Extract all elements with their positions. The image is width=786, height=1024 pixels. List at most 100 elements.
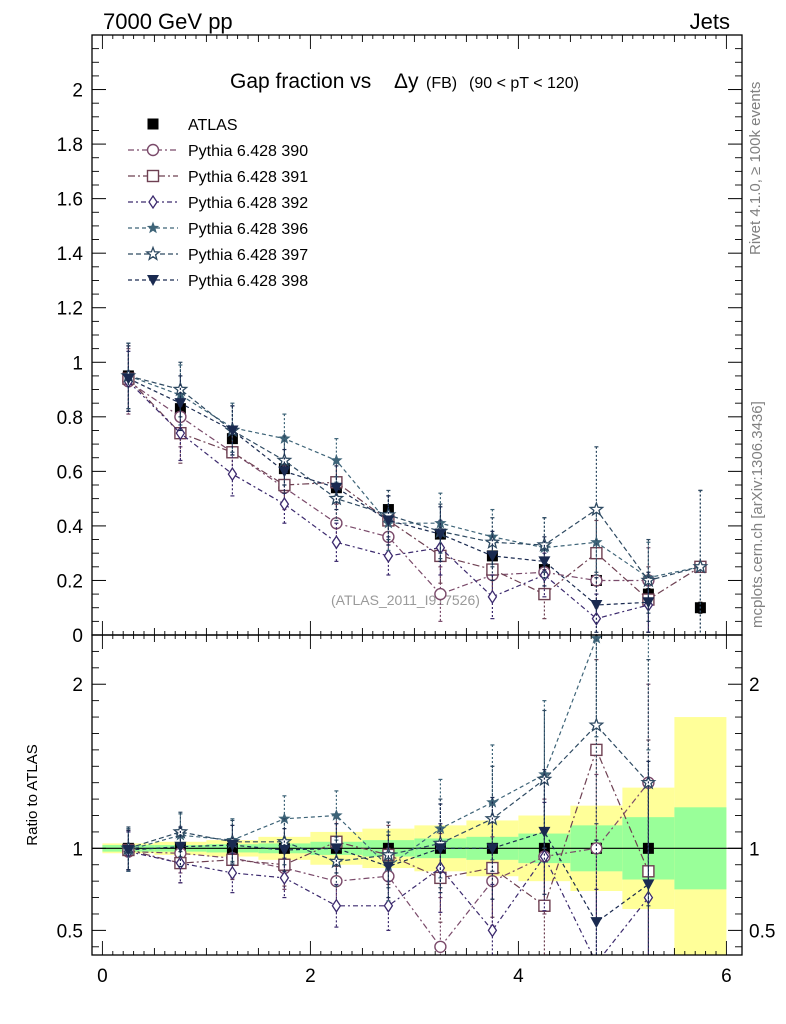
series-3-line [127, 380, 649, 620]
main-ytick-label-0: 0 [72, 626, 83, 647]
legend-label-4: Pythia 6.428 396 [188, 221, 308, 238]
main-ytick-label-5: 1 [72, 353, 83, 374]
ratio-xtick-label-1: 2 [305, 966, 316, 987]
legend-marker-6 [147, 275, 159, 286]
main-ytick-label-4: 0.8 [57, 408, 83, 429]
legend-label-2: Pythia 6.428 391 [188, 169, 308, 186]
ratio-series-5-errbar-10 [646, 760, 651, 955]
series-6-errbar-1 [178, 375, 183, 432]
main-ytick-label-1: 0.2 [57, 571, 83, 592]
main-ytick-label-7: 1.4 [57, 244, 84, 265]
series-6-line [128, 378, 649, 606]
series-5-errbar-6 [438, 503, 443, 560]
ratio-series-4-errbar-9 [594, 635, 599, 825]
ratio-series-5-point-1 [174, 841, 187, 853]
axis-ticks: 0 0.2 0.4 0.6 0.8 1 1.2 1.4 1.6 1.8 2 0 2 4 6 0.5 0.5 1 1 2… [57, 35, 775, 987]
series-5-point-7 [484, 533, 501, 549]
ratio-series-2-point-2 [227, 865, 238, 881]
legend-marker-4 [146, 221, 160, 234]
legend-label-6: Pythia 6.428 398 [188, 273, 308, 290]
series-5-line [128, 375, 701, 582]
ratio-ylabel: Ratio to ATLAS [24, 744, 41, 845]
main-ytick-label-10: 2 [72, 81, 83, 102]
series-1 [122, 348, 655, 622]
legend-marker-1 [146, 143, 160, 157]
legend-entry-2: Pythia 6.428 391 [128, 169, 308, 186]
ratio-series-layer [120, 635, 657, 969]
ratio-series-5-point-4 [330, 843, 343, 855]
main-series-layer [120, 342, 709, 635]
series-4-point-3 [278, 432, 291, 444]
ratio-series-1-point-8 [538, 899, 551, 912]
analysis-watermark: (ATLAS_2011_I917526) [331, 592, 480, 608]
series-4-point-6 [434, 516, 447, 529]
header-jets-label: Jets [690, 9, 730, 34]
ratio-series-0-point-6 [434, 940, 447, 953]
ratio-ytick-label-left-1: 1 [72, 839, 83, 860]
series-3-point-3 [279, 496, 290, 512]
ratio-series-5-point-2 [226, 840, 239, 852]
series-5-point-11 [692, 558, 709, 574]
ratio-series-5 [122, 760, 655, 955]
ratio-series-5-errbar-2 [230, 824, 235, 866]
main-ytick-label-8: 1.6 [57, 190, 83, 211]
ratio-series-5-point-10 [642, 879, 655, 891]
ratio-series-5-point-9 [590, 917, 603, 929]
legend-marker-2 [146, 169, 160, 183]
series-0 [122, 370, 706, 614]
main-ytick-label-3: 0.6 [57, 462, 83, 483]
series-4-line [128, 375, 701, 579]
ratio-series-2-point-9 [592, 957, 600, 969]
title-main: Gap fraction vs [230, 70, 371, 93]
legend-label-3: Pythia 6.428 392 [188, 195, 308, 212]
legend-label-5: Pythia 6.428 397 [188, 247, 308, 264]
ratio-series-5-errbar-0 [126, 829, 131, 871]
ratio-series-2-point-7 [487, 923, 498, 938]
series-3-point-5 [383, 548, 394, 564]
series-6-errbar-9 [594, 577, 599, 633]
main-title: Gap fraction vs Δy (FB) (90 < pT < 120) [230, 70, 579, 93]
ratio-series-1-point-9 [590, 743, 603, 757]
ratio-series-5-errbar-5 [386, 834, 391, 899]
title-fb: (FB) [426, 75, 457, 92]
series-6-point-1 [174, 398, 187, 410]
legend-marker-5 [145, 245, 161, 261]
ratio-series-2-point-5 [383, 898, 394, 913]
ratio-series-5-errbar-8 [542, 768, 547, 895]
series-4-point-9 [590, 535, 603, 548]
mcplots-label: mcplots.cern.ch [arXiv:1306.3436] [749, 401, 766, 628]
series-6-point-8 [538, 556, 551, 568]
ratio-series-1-line [128, 748, 649, 907]
ratio-ytick-label-left-2: 2 [72, 675, 83, 696]
series-6 [122, 345, 655, 633]
ratio-ytick-label-right-2: 2 [749, 675, 760, 696]
legend-entry-1: Pythia 6.428 390 [128, 143, 308, 160]
series-3-errbar-4 [334, 522, 339, 562]
ratio-series-5-point-7 [486, 843, 499, 855]
ratio-series-2-point-3 [279, 870, 290, 886]
legend-entry-5: Pythia 6.428 397 [128, 245, 308, 264]
series-6-point-9 [590, 600, 603, 611]
rivet-version-label: Rivet 4.1.0, ≥ 100k events [747, 82, 764, 255]
ratio-series-5-line [128, 831, 649, 924]
ratio-ytick-label-left-0: 0.5 [57, 921, 83, 942]
ratio-series-5-errbar-7 [490, 796, 495, 900]
series-6-point-4 [330, 482, 343, 494]
series-6-point-6 [434, 529, 447, 541]
series-6-point-5 [382, 515, 395, 527]
ratio-series-3-errbar-10 [646, 635, 651, 751]
ratio-series-5-point-0 [122, 844, 135, 856]
series-1-errbar-6 [438, 566, 443, 622]
ratio-series-5-point-5 [382, 861, 395, 873]
main-ytick-label-9: 1.8 [57, 135, 83, 156]
series-2-line [127, 378, 701, 601]
legend-label-1: Pythia 6.428 390 [188, 143, 308, 160]
ratio-series-5-errbar-9 [594, 839, 599, 955]
series-3-point-4 [331, 535, 342, 550]
legend-marker-3 [148, 194, 158, 210]
title-delta-y: Δy [394, 70, 419, 93]
series-1-point-6 [434, 587, 447, 601]
series-5-errbar-9 [594, 446, 599, 573]
legend-entry-0: ATLAS [147, 117, 238, 134]
legend-entry-4: Pythia 6.428 396 [128, 221, 308, 238]
